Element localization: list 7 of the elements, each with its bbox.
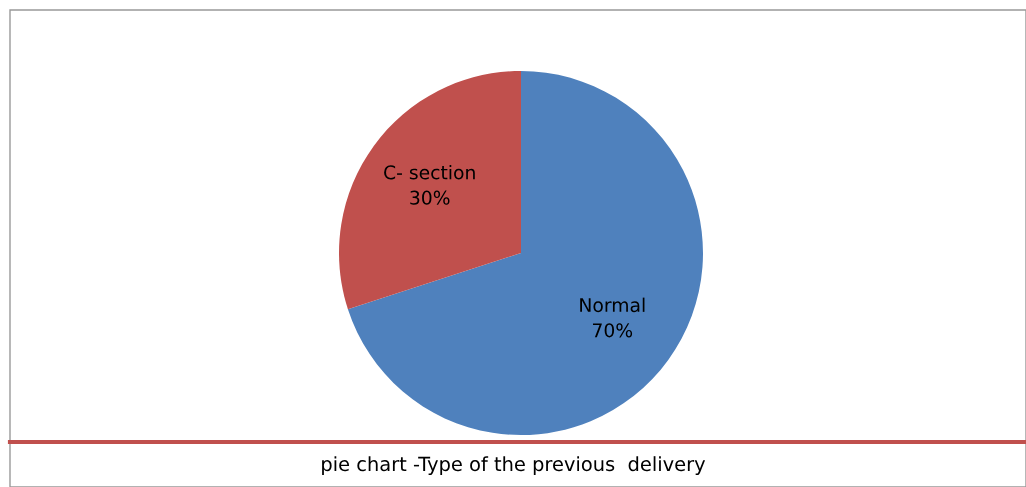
slice-label: Normal — [580, 297, 645, 313]
slice-label: C- section — [384, 164, 475, 180]
pie-slice — [347, 71, 703, 435]
pie-slice — [339, 71, 521, 310]
text: pie chart -Type of the previous delivery — [322, 456, 706, 475]
data-label: 70% — [592, 323, 633, 338]
data-label: 30% — [410, 190, 450, 205]
